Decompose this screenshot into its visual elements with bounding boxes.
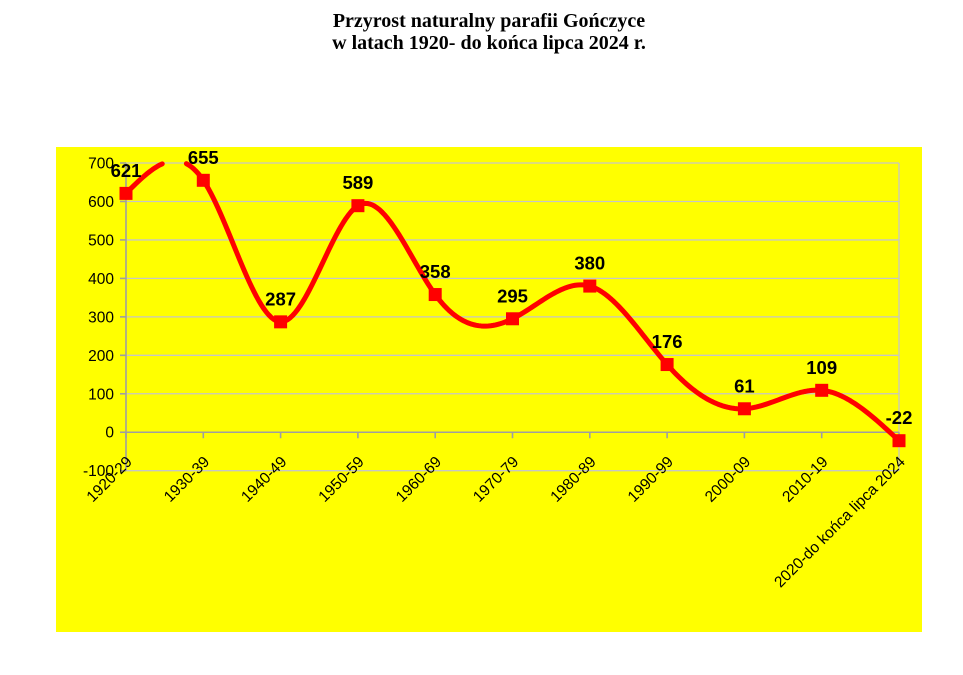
data-point-marker [196,173,210,187]
x-axis-label: 1980-89 [547,454,599,506]
data-point-label: 295 [497,285,528,306]
data-point-label: 655 [188,147,219,168]
data-point-label: 61 [734,375,755,396]
y-axis-label: 600 [88,194,114,211]
x-axis-label: 2000-09 [702,454,754,506]
data-point-label: 109 [806,357,837,378]
y-axis-label: 300 [88,309,114,326]
data-point-marker [351,199,365,213]
data-point-marker [660,358,674,372]
y-axis-label: 100 [88,386,114,403]
data-point-marker [428,288,442,302]
data-point-marker [119,186,133,200]
chart-title: Przyrost naturalny parafii Gończyce w la… [56,10,922,54]
chart-title-line-2: w latach 1920- do końca lipca 2024 r. [332,32,646,54]
chart-title-line-1: Przyrost naturalny parafii Gończyce [332,10,646,32]
x-axis-label: 2010-19 [779,454,831,506]
y-axis-label: 0 [105,425,114,442]
data-point-marker [506,312,519,326]
data-point-label: -22 [886,407,913,428]
data-point-marker [274,315,288,329]
data-point-marker [815,383,829,397]
x-axis-label: 1940-49 [238,454,290,506]
y-axis-label: -100 [83,463,114,480]
data-point-marker [737,402,751,416]
data-point-label: 621 [111,160,142,181]
x-axis-label: 1930-39 [161,454,213,506]
data-point-label: 358 [420,261,451,282]
x-axis-label: 1950-59 [315,454,367,506]
y-axis-label: 700 [88,156,114,173]
data-point-label: 176 [652,331,683,352]
x-axis-label: 1960-69 [393,454,445,506]
y-axis-label: 500 [88,232,114,249]
data-point-label: 380 [574,253,605,274]
chart-area: -100 0 100 200 300 400 500 600 700 1920-29 1930-39… [56,147,922,632]
data-point-marker [892,434,906,448]
data-point-label: 589 [342,172,373,193]
data-point-marker [583,279,597,293]
x-axis-label: 2020-do końca lipca 2024 [771,453,909,591]
x-axis-label: 1990-99 [625,454,677,506]
data-point-label: 287 [265,288,296,309]
x-axis-label: 1970-79 [470,454,522,506]
y-axis-label: 400 [88,271,114,288]
y-axis-label: 200 [88,348,114,365]
